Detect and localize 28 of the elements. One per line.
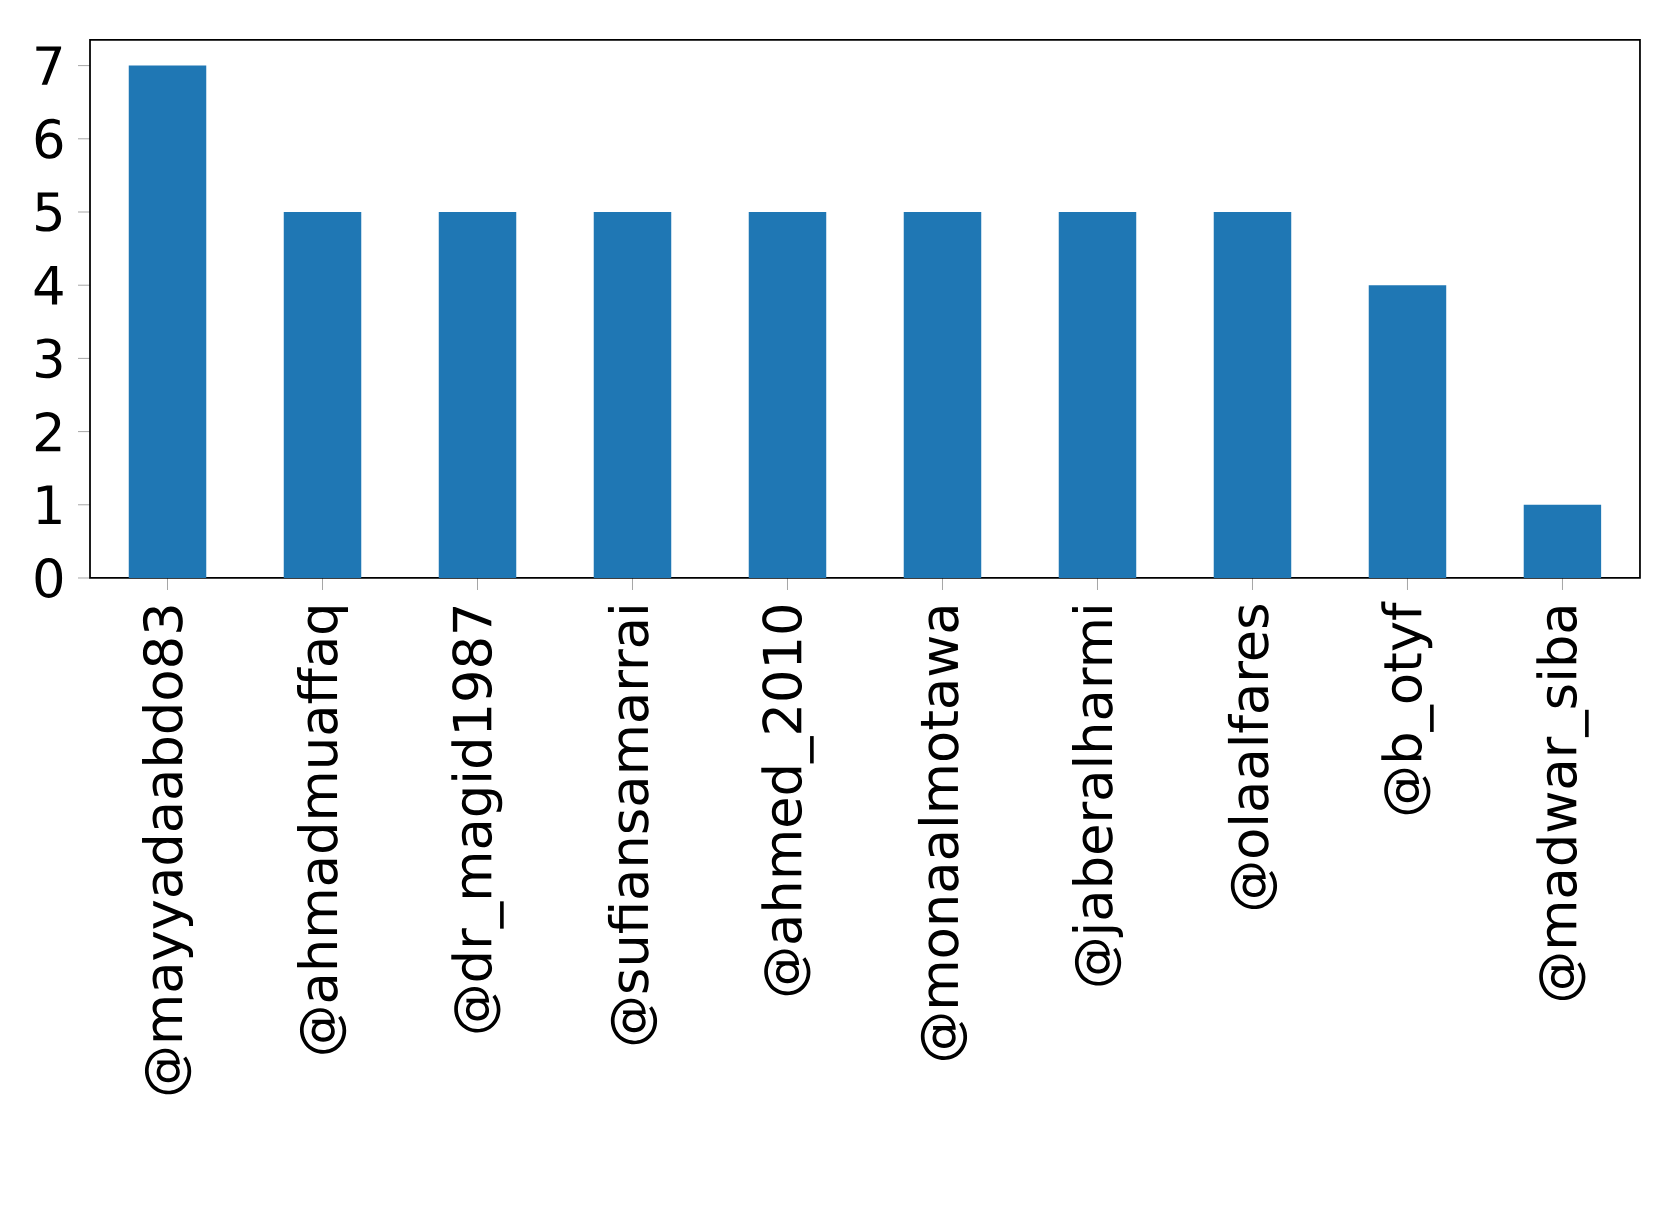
x-tick-label: @monaalmotawa [917, 607, 968, 1060]
bar [1523, 504, 1602, 578]
y-tick-label: 5 [36, 192, 61, 232]
y-tick-label: 6 [35, 118, 63, 159]
bar [748, 212, 827, 578]
bar [283, 212, 362, 578]
y-tick-label: 1 [37, 485, 61, 525]
y-tick-label: 4 [34, 266, 63, 305]
x-tick-label: @mayyadaabdo83 [142, 606, 194, 1095]
bar [1058, 212, 1137, 578]
bar [903, 212, 982, 578]
x-tick-label: @jaberalharmi [1072, 607, 1123, 986]
bar [128, 65, 207, 578]
y-tick-label: 0 [35, 558, 63, 598]
bar [593, 212, 672, 578]
x-tick-label: @madwar_siba [1536, 607, 1589, 1001]
x-tick-label: @dr_magid1987 [451, 606, 504, 1033]
bar [1213, 212, 1292, 578]
x-tick-label: @ahmadmuaffaq [297, 607, 349, 1054]
y-tick-label: 7 [36, 46, 62, 85]
x-tick-label: @b_otyf [1381, 601, 1434, 815]
y-tick-label: 2 [35, 412, 61, 452]
x-tick-label: @sufiansamarrai [607, 607, 658, 1045]
y-tick-label: 3 [36, 338, 62, 379]
x-tick-label: @olaalfares [1227, 604, 1278, 910]
x-tick-label: @ahmed_2010 [761, 605, 814, 996]
bar [438, 212, 517, 578]
bar [1368, 285, 1447, 578]
